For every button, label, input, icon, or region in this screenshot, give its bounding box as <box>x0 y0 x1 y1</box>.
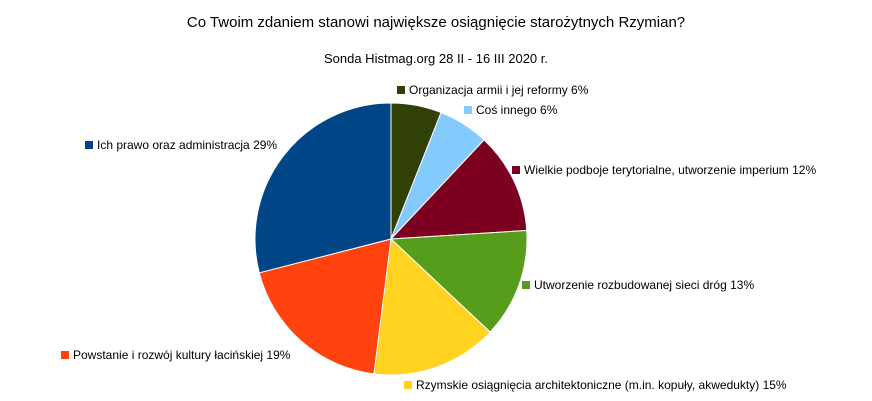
slice-label-text: Ich prawo oraz administracja 29% <box>97 138 278 152</box>
legend-swatch <box>85 141 93 149</box>
chart-title: Co Twoim zdaniem stanowi największe osią… <box>186 14 686 31</box>
legend-swatch <box>522 281 530 289</box>
slice-label-text: Wielkie podboje terytorialne, utworzenie… <box>524 163 817 177</box>
pie-slice-5 <box>258 238 392 375</box>
slice-label-podboje: Wielkie podboje terytorialne, utworzenie… <box>512 163 816 177</box>
slice-label-text: Utworzenie rozbudowanej sieci dróg 13% <box>534 278 755 292</box>
chart-subtitle: Sonda Histmag.org 28 II - 16 III 2020 r. <box>323 51 548 66</box>
slice-label-cos-innego: Coś innego 6% <box>464 103 557 117</box>
legend-swatch <box>61 351 69 359</box>
slice-label-kultura: Powstanie i rozwój kultury łacińskiej 19… <box>61 348 290 362</box>
slice-label-armia: Organizacja armii i jej reformy 6% <box>397 83 588 97</box>
slice-label-architektura: Rzymskie osiągnięcia architektoniczne (m… <box>404 378 787 392</box>
legend-swatch <box>464 106 472 114</box>
slice-label-text: Rzymskie osiągnięcia architektoniczne (m… <box>416 378 787 392</box>
legend-swatch <box>397 86 405 94</box>
pie-slice-3 <box>389 229 528 333</box>
legend-swatch <box>512 166 520 174</box>
pie-slice-4 <box>373 237 491 376</box>
pie-slice-6 <box>254 102 392 274</box>
slice-label-text: Coś innego 6% <box>476 103 558 117</box>
slice-label-text: Powstanie i rozwój kultury łacińskiej 19… <box>73 348 291 362</box>
slice-label-drogi: Utworzenie rozbudowanej sieci dróg 13% <box>522 278 754 292</box>
legend-swatch <box>404 381 412 389</box>
slice-label-text: Organizacja armii i jej reformy 6% <box>409 83 589 97</box>
pie-slice-2 <box>389 139 528 240</box>
slice-label-prawo: Ich prawo oraz administracja 29% <box>85 138 277 152</box>
